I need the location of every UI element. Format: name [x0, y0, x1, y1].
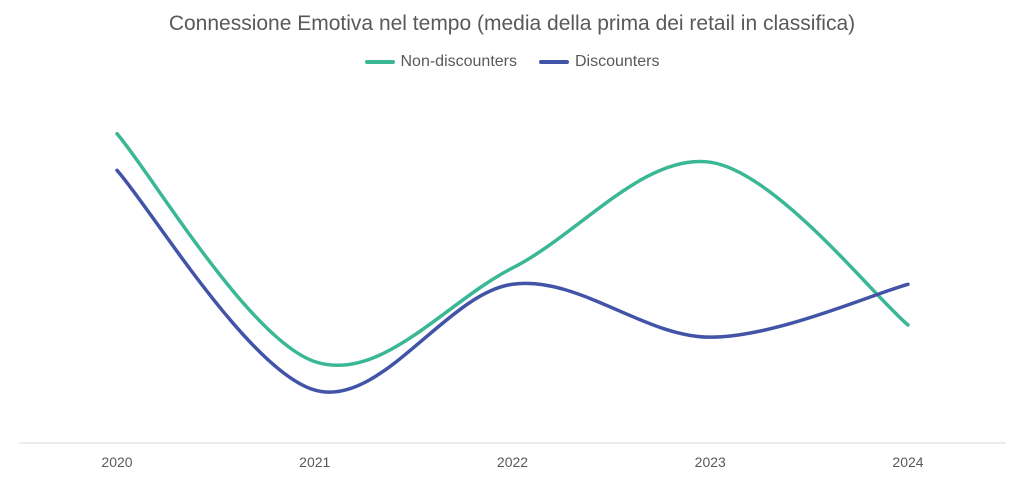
data-point[interactable]	[509, 280, 517, 288]
data-point[interactable]	[904, 321, 912, 329]
x-tick-label: 2022	[497, 454, 528, 470]
legend-item-non-discounters[interactable]: Non-discounters	[364, 53, 518, 71]
legend-label-non-discounters: Non-discounters	[400, 53, 518, 70]
series-line-discounters[interactable]	[115, 168, 910, 394]
x-tick-label: 2021	[299, 454, 330, 470]
chart-title: Connessione Emotiva nel tempo (media del…	[168, 12, 856, 35]
legend: Non-discounters Discounters	[0, 53, 1024, 71]
legend-swatch-discounters	[539, 60, 569, 64]
legend-label-discounters: Discounters	[575, 53, 660, 70]
data-point[interactable]	[311, 358, 319, 366]
data-point[interactable]	[904, 280, 912, 288]
data-point[interactable]	[509, 264, 517, 272]
legend-item-discounters[interactable]: Discounters	[539, 53, 659, 71]
data-point[interactable]	[706, 333, 714, 341]
series-line-non-discounters[interactable]	[115, 131, 910, 368]
legend-swatch-non-discounters	[364, 60, 395, 64]
x-tick-label: 2024	[892, 454, 923, 470]
data-point[interactable]	[311, 386, 319, 394]
data-point[interactable]	[113, 166, 121, 174]
x-tick-label: 2020	[101, 454, 132, 470]
data-point[interactable]	[113, 130, 121, 138]
x-tick-label: 2023	[695, 454, 726, 470]
data-point[interactable]	[706, 158, 714, 166]
